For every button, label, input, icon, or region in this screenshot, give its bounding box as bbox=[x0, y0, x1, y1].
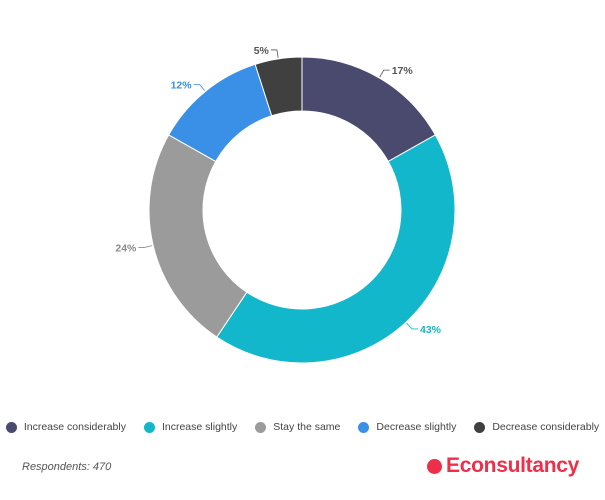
legend-swatch-increase-slightly bbox=[143, 421, 155, 433]
leader-stay-the-same bbox=[138, 245, 153, 248]
slice-stay-the-same bbox=[148, 134, 248, 338]
leader-increase-considerably bbox=[379, 69, 390, 78]
legend-label-decrease-considerably: Decrease considerably bbox=[492, 421, 600, 433]
chart-legend: Increase considerably Increase slightly St… bbox=[0, 421, 605, 433]
chart-slices bbox=[148, 56, 456, 364]
label-increase-considerably: 17% bbox=[392, 65, 414, 77]
brand-logo: Econsultancy bbox=[427, 454, 579, 478]
label-decrease-slightly: 12% bbox=[171, 79, 193, 91]
leader-decrease-slightly bbox=[193, 84, 205, 91]
slice-increase-slightly bbox=[216, 134, 456, 364]
legend-item-increase-considerably: Increase considerably bbox=[5, 421, 126, 433]
legend-swatch-decrease-slightly bbox=[358, 421, 370, 433]
brand-name: Econsultancy bbox=[446, 454, 579, 477]
legend-item-increase-slightly: Increase slightly bbox=[143, 421, 238, 433]
legend-item-decrease-slightly: Decrease slightly bbox=[358, 421, 456, 433]
slice-decrease-considerably bbox=[254, 56, 303, 117]
label-stay-the-same: 24% bbox=[115, 242, 137, 254]
leader-decrease-considerably bbox=[270, 49, 279, 58]
leader-increase-slightly bbox=[406, 322, 419, 330]
legend-item-stay-the-same: Stay the same bbox=[255, 421, 340, 433]
legend-label-increase-considerably: Increase considerably bbox=[23, 421, 126, 433]
legend-swatch-increase-considerably bbox=[5, 421, 17, 433]
legend-item-decrease-considerably: Decrease considerably bbox=[474, 421, 599, 433]
legend-label-decrease-slightly: Decrease slightly bbox=[376, 421, 457, 433]
label-leaders bbox=[138, 49, 419, 330]
legend-label-increase-slightly: Increase slightly bbox=[161, 421, 238, 433]
legend-swatch-decrease-considerably bbox=[474, 421, 486, 433]
label-increase-slightly: 43% bbox=[420, 324, 442, 336]
brand-dot-icon bbox=[427, 458, 443, 474]
respondents-note: Respondents: 470 bbox=[22, 461, 112, 473]
legend-label-stay-the-same: Stay the same bbox=[273, 421, 341, 433]
legend-swatch-stay-the-same bbox=[255, 421, 267, 433]
slice-labels: 17% 43% 24% 12% 5% bbox=[115, 45, 441, 336]
donut-chart: 17% 43% 24% 12% 5% bbox=[115, 45, 456, 364]
label-decrease-considerably: 5% bbox=[254, 45, 270, 57]
